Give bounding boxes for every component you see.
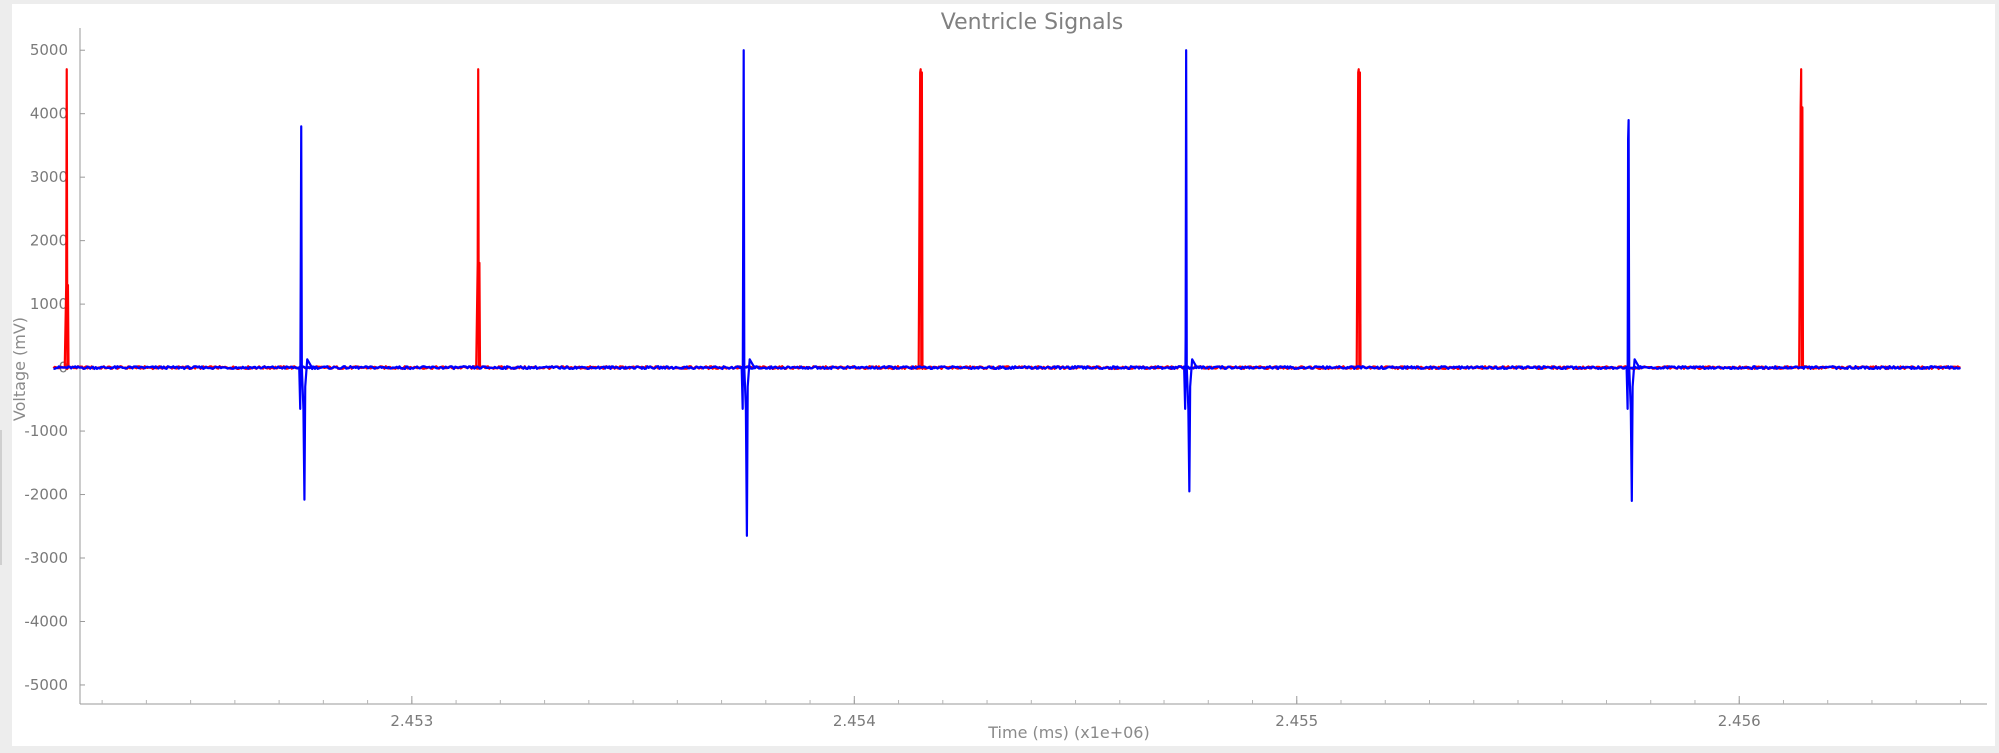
- series-0-spike-path-4: [1798, 68, 1805, 369]
- y-tick-label-3: 2000: [30, 232, 68, 250]
- x-tick-label-3: 2.456: [1718, 712, 1761, 730]
- series-0-spike-path-3: [1355, 68, 1362, 369]
- y-tick-label-10: -5000: [24, 676, 68, 694]
- y-tick-label-8: -3000: [24, 549, 68, 567]
- series-0-spike-2: [917, 68, 924, 369]
- series-1-spike-path-3: [1625, 118, 1645, 502]
- plot-area: 500040003000200010000-1000-2000-3000-400…: [24, 28, 1987, 730]
- series-1-spike-0: [298, 125, 318, 501]
- x-axis-ticks: 2.453 2.454 2.455 2.456: [390, 696, 1761, 730]
- series-layer: [52, 49, 1961, 537]
- series-0-spike-path-0: [63, 68, 70, 369]
- y-tick-label-7: -2000: [24, 486, 68, 504]
- x-tick-label-1: 2.454: [833, 712, 876, 730]
- series-1-spike-3: [1625, 118, 1645, 502]
- series-1-spike-path-0: [298, 125, 318, 501]
- series-0-spike-1: [475, 68, 482, 369]
- y-tick-label-6: -1000: [24, 422, 68, 440]
- series-0-spike-4: [1798, 68, 1805, 369]
- x-minor-ticks: [101, 700, 1961, 704]
- x-axis-title: Time (ms) (x1e+06): [987, 723, 1149, 742]
- x-tick-label-2: 2.455: [1275, 712, 1318, 730]
- series-0-spike-path-2: [917, 68, 924, 369]
- y-tick-label-4: 1000: [30, 295, 68, 313]
- series-1-spike-1: [740, 49, 760, 537]
- series-1-spike-path-2: [1183, 49, 1203, 493]
- y-tick-label-9: -4000: [24, 612, 68, 630]
- panel-edge-divider: [0, 430, 2, 565]
- series-0-spike-3: [1355, 68, 1362, 369]
- ventricle-chart: Ventricle Signals 500040003000200010000-…: [12, 10, 1987, 742]
- y-axis-title: Voltage (mV): [12, 317, 29, 421]
- series-1-spike-2: [1183, 49, 1203, 493]
- series-0-spike-0: [63, 68, 70, 369]
- series-1-spike-path-1: [740, 49, 760, 537]
- series-0-spike-path-1: [475, 68, 482, 369]
- y-tick-label-1: 4000: [30, 105, 68, 123]
- y-tick-label-0: 5000: [30, 41, 68, 59]
- y-tick-label-2: 3000: [30, 168, 68, 186]
- x-tick-label-0: 2.453: [390, 712, 433, 730]
- chart-panel: Ventricle Signals 5000 4000 3000 2000 1000 0-…: [12, 4, 1995, 746]
- chart-title: Ventricle Signals: [941, 10, 1123, 35]
